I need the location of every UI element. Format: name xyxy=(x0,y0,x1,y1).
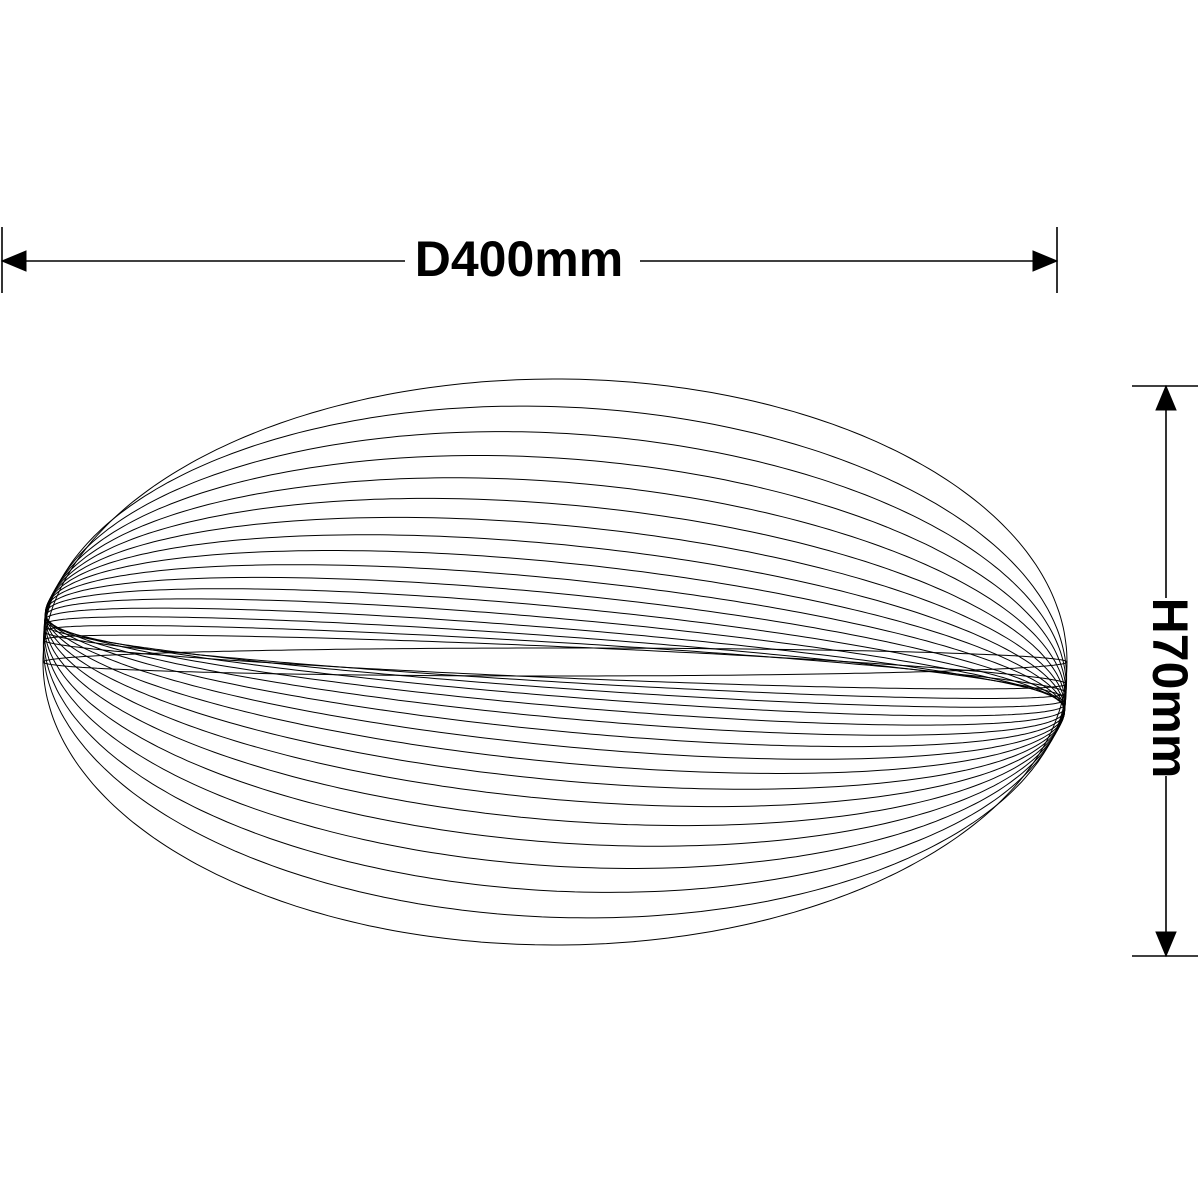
svg-text:D400mm: D400mm xyxy=(415,231,623,287)
svg-text:H70mm: H70mm xyxy=(1142,598,1198,779)
